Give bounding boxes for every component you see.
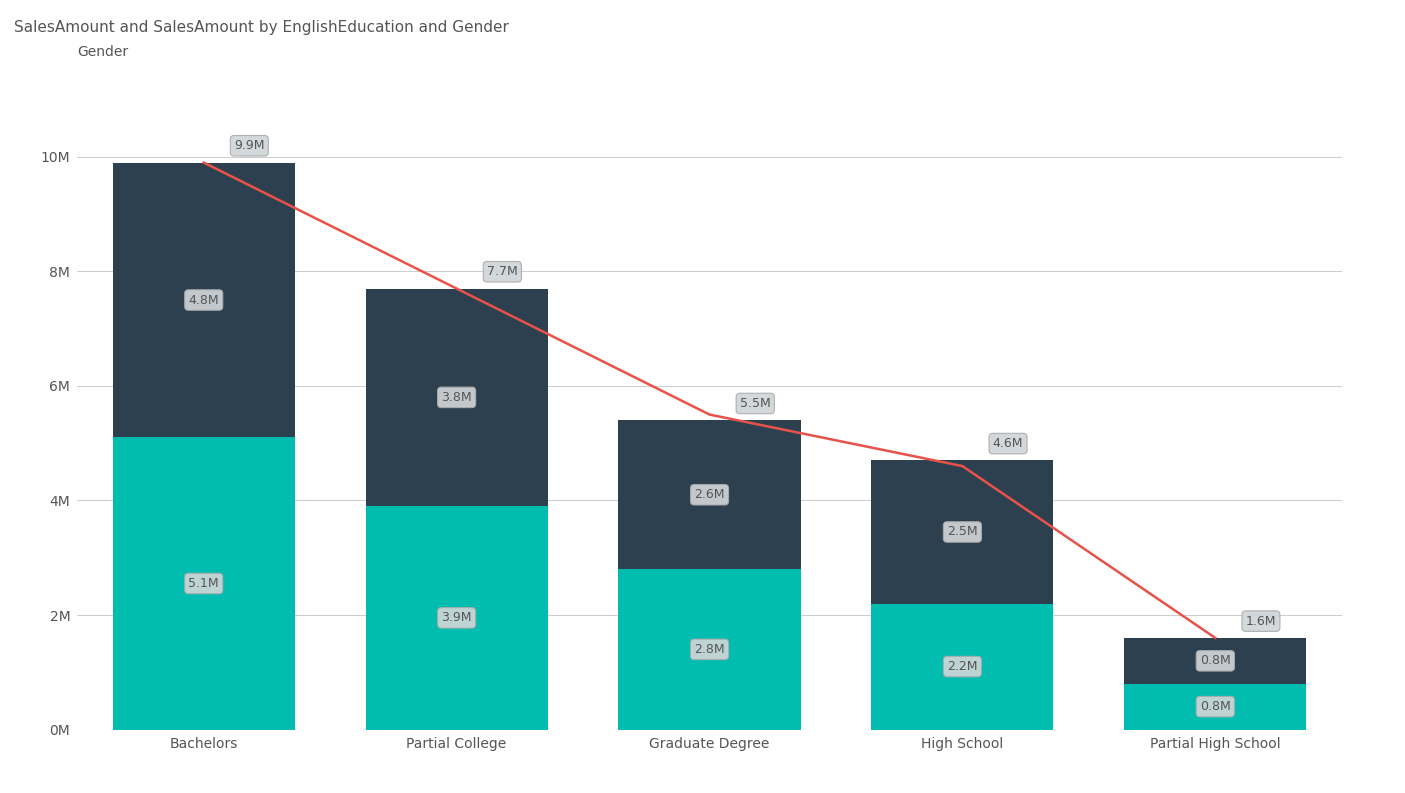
- Text: 2.5M: 2.5M: [947, 526, 978, 538]
- Text: Gender: Gender: [77, 44, 128, 59]
- Text: 9.9M: 9.9M: [235, 140, 264, 152]
- Bar: [871, 461, 1054, 603]
- Text: 3.8M: 3.8M: [441, 391, 472, 404]
- Bar: [618, 420, 801, 569]
- Text: 4.6M: 4.6M: [993, 437, 1023, 450]
- Text: 5.5M: 5.5M: [740, 397, 770, 410]
- Text: 4.8M: 4.8M: [188, 293, 219, 307]
- Bar: [618, 569, 801, 730]
- Text: 0.8M: 0.8M: [1200, 654, 1231, 668]
- Text: 5.1M: 5.1M: [188, 577, 219, 590]
- Text: 2.8M: 2.8M: [694, 643, 725, 656]
- Bar: [871, 603, 1054, 730]
- Text: 7.7M: 7.7M: [488, 265, 517, 278]
- Text: 0.8M: 0.8M: [1200, 700, 1231, 713]
- Text: 3.9M: 3.9M: [441, 611, 472, 624]
- Bar: [1124, 638, 1307, 684]
- Bar: [365, 506, 548, 730]
- Bar: [112, 438, 295, 730]
- Text: 2.2M: 2.2M: [947, 660, 978, 673]
- Text: 1.6M: 1.6M: [1246, 615, 1276, 627]
- Text: SalesAmount and SalesAmount by EnglishEducation and Gender: SalesAmount and SalesAmount by EnglishEd…: [14, 20, 509, 35]
- Bar: [112, 163, 295, 438]
- Bar: [365, 289, 548, 506]
- Text: 2.6M: 2.6M: [694, 488, 725, 501]
- Bar: [1124, 684, 1307, 730]
